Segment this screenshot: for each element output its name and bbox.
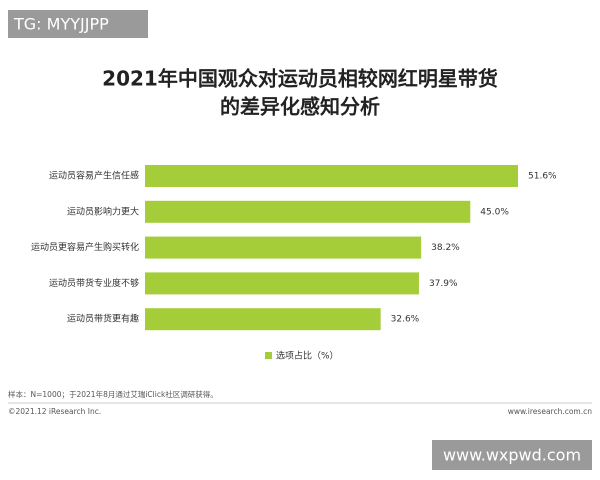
bar [145, 200, 471, 223]
value-label: 32.6% [391, 315, 420, 325]
value-label: 37.9% [429, 279, 458, 289]
chart-title: 2021年中国观众对运动员相较网红明星带货 [102, 67, 498, 91]
bar [145, 308, 381, 331]
watermark: www.wxpwd.com [443, 446, 581, 465]
note: 样本：N=1000；于2021年8月通过艾瑞iClick社区调研获得。 [8, 389, 218, 399]
website: www.iresearch.com.cn [508, 407, 593, 416]
category-label: 运动员带货专业度不够 [49, 277, 139, 289]
legend-label: 选项占比（%） [276, 350, 339, 362]
watermark: TG: MYYJJPP [13, 15, 109, 34]
bar [145, 165, 518, 187]
chart-title: 的差异化感知分析 [220, 95, 380, 119]
value-label: 38.2% [431, 243, 460, 253]
category-label: 运动员容易产生信任感 [49, 170, 139, 182]
value-label: 51.6% [528, 172, 557, 182]
copyright: ©2021.12 iResearch Inc. [8, 407, 101, 416]
category-label: 运动员影响力更大 [67, 205, 139, 217]
bar [145, 272, 419, 295]
watermark-box [432, 440, 592, 470]
watermark-box [8, 10, 148, 38]
bar [145, 236, 422, 259]
legend-swatch [265, 352, 272, 359]
category-label: 运动员更容易产生购买转化 [31, 241, 139, 253]
value-label: 45.0% [480, 207, 509, 217]
category-label: 运动员带货更有趣 [67, 313, 139, 325]
